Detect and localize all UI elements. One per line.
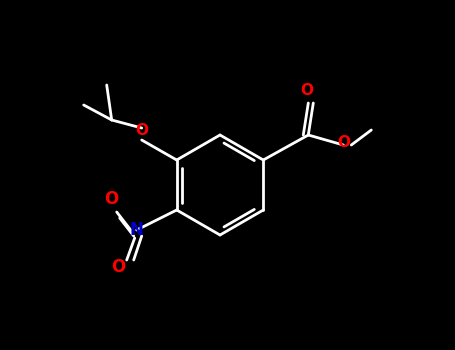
Text: N: N (130, 221, 144, 239)
Text: O: O (300, 83, 313, 98)
Text: O: O (111, 258, 126, 276)
Text: O: O (135, 123, 148, 138)
Text: O: O (337, 135, 350, 150)
Text: O: O (105, 190, 119, 208)
